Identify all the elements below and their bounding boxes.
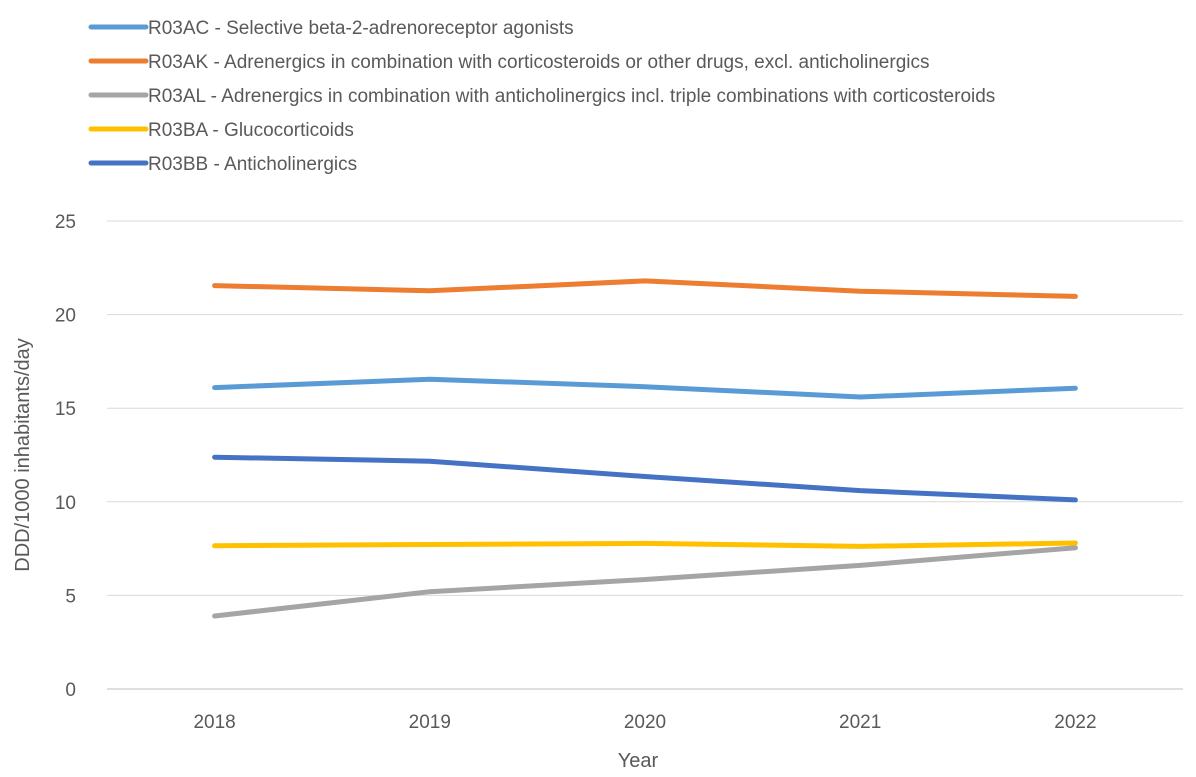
y-tick-label: 5: [65, 586, 76, 607]
series-group: [212, 278, 1078, 619]
x-tick-label: 2021: [839, 712, 881, 733]
series-line-3: [212, 545, 1078, 619]
series-line-4: [212, 540, 1078, 549]
x-tick-label: 2022: [1054, 712, 1096, 733]
legend-item: R03AK - Adrenergics in combination with …: [88, 52, 929, 73]
gridlines: [107, 220, 1183, 690]
legend-item: R03AL - Adrenergics in combination with …: [88, 86, 995, 107]
x-tick-label: 2020: [624, 712, 666, 733]
legend-label: R03BB - Anticholinergics: [148, 154, 357, 175]
legend-item: R03BB - Anticholinergics: [88, 154, 357, 175]
y-tick-label: 0: [65, 680, 76, 701]
y-tick-label: 10: [55, 493, 76, 514]
x-tick-label: 2019: [409, 712, 451, 733]
x-tick-label: 2018: [193, 712, 235, 733]
legend-label: R03BA - Glucocorticoids: [148, 120, 354, 141]
legend-label: R03AK - Adrenergics in combination with …: [148, 52, 929, 73]
legend-label: R03AC - Selective beta-2-adrenoreceptor …: [148, 18, 574, 39]
y-tick-label: 15: [55, 399, 76, 420]
legend: R03AC - Selective beta-2-adrenoreceptor …: [88, 18, 995, 175]
x-axis-label: Year: [618, 750, 659, 772]
legend-item: R03AC - Selective beta-2-adrenoreceptor …: [88, 18, 574, 39]
x-axis-ticks: 2018 2019 2020 2021 2022: [193, 712, 1096, 733]
y-axis-label: DDD/1000 inhabitants/day: [12, 338, 34, 571]
series-line-2: [212, 278, 1078, 299]
series-line-1: [212, 376, 1078, 400]
series-line-5: [212, 454, 1078, 503]
y-tick-label: 25: [55, 212, 76, 233]
y-tick-label: 20: [55, 306, 76, 327]
y-axis-ticks: 0 5 10 15 20 25: [55, 212, 76, 701]
legend-item: R03BA - Glucocorticoids: [88, 120, 354, 141]
legend-label: R03AL - Adrenergics in combination with …: [148, 86, 995, 107]
